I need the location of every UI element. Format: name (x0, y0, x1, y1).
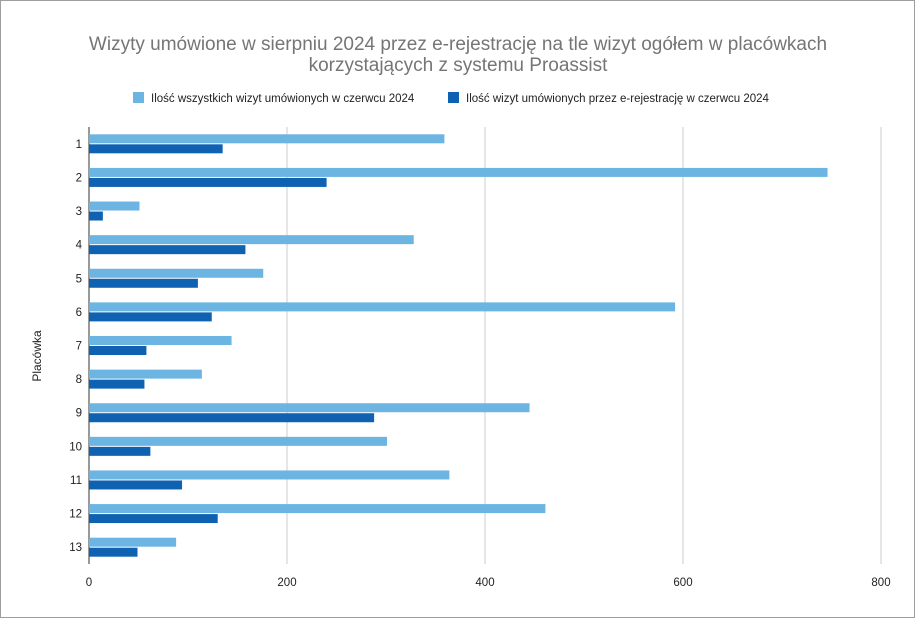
x-tick-label-400: 400 (475, 577, 494, 589)
gridlines (88, 127, 882, 564)
x-tick-label-600: 600 (673, 577, 692, 589)
bar-total-10 (89, 436, 387, 446)
category-label-5: 5 (76, 273, 82, 285)
bar-total-6 (89, 302, 676, 312)
category-label-6: 6 (76, 307, 82, 319)
bar-online-10 (89, 446, 151, 456)
category-label-1: 1 (76, 139, 82, 151)
x-tick-labels: 0 200 400 600 800 (86, 577, 891, 589)
x-tick-label-200: 200 (277, 577, 296, 589)
bar-total-12 (89, 504, 546, 514)
category-label-13: 13 (69, 542, 82, 554)
category-label-8: 8 (76, 374, 82, 386)
bar-online-2 (89, 177, 327, 187)
bars (89, 134, 828, 557)
bar-online-1 (89, 144, 223, 154)
category-label-12: 12 (69, 509, 82, 521)
bar-online-8 (89, 379, 145, 389)
bar-total-1 (89, 134, 445, 144)
chart-title-line-2: korzystających z systemu Proassist (309, 55, 609, 76)
bar-total-3 (89, 201, 140, 211)
category-label-7: 7 (76, 341, 82, 353)
legend-swatch-total (133, 92, 144, 103)
category-label-10: 10 (69, 441, 82, 453)
bar-total-9 (89, 403, 530, 413)
bar-total-13 (89, 537, 177, 547)
category-label-11: 11 (70, 475, 82, 487)
bar-online-11 (89, 480, 183, 490)
bar-total-4 (89, 235, 414, 245)
bar-online-7 (89, 346, 147, 355)
legend-label-online: Ilość wizyt umówionych przez e-rejestrac… (466, 93, 770, 105)
category-label-3: 3 (76, 206, 82, 218)
category-label-2: 2 (76, 172, 82, 184)
legend-swatch-online (448, 92, 459, 103)
bar-total-2 (89, 167, 828, 177)
category-label-9: 9 (76, 408, 82, 420)
y-axis-title: Placówka (30, 330, 44, 382)
bar-total-8 (89, 369, 202, 379)
bar-total-11 (89, 470, 450, 480)
bar-online-4 (89, 245, 246, 255)
bar-total-7 (89, 336, 232, 345)
bar-online-3 (89, 211, 103, 221)
chart-title-line-1: Wizyty umówione w sierpniu 2024 przez e-… (89, 34, 827, 55)
bar-online-6 (89, 312, 212, 322)
bar-total-5 (89, 268, 264, 278)
x-tick-label-0: 0 (86, 577, 92, 589)
x-tick-label-800: 800 (871, 577, 890, 589)
legend-label-total: Ilość wszystkich wizyt umówionych w czer… (151, 93, 415, 105)
category-label-4: 4 (76, 240, 83, 252)
bar-online-5 (89, 278, 198, 288)
bar-online-13 (89, 547, 138, 557)
bar-online-9 (89, 413, 375, 423)
bar-online-12 (89, 514, 218, 524)
